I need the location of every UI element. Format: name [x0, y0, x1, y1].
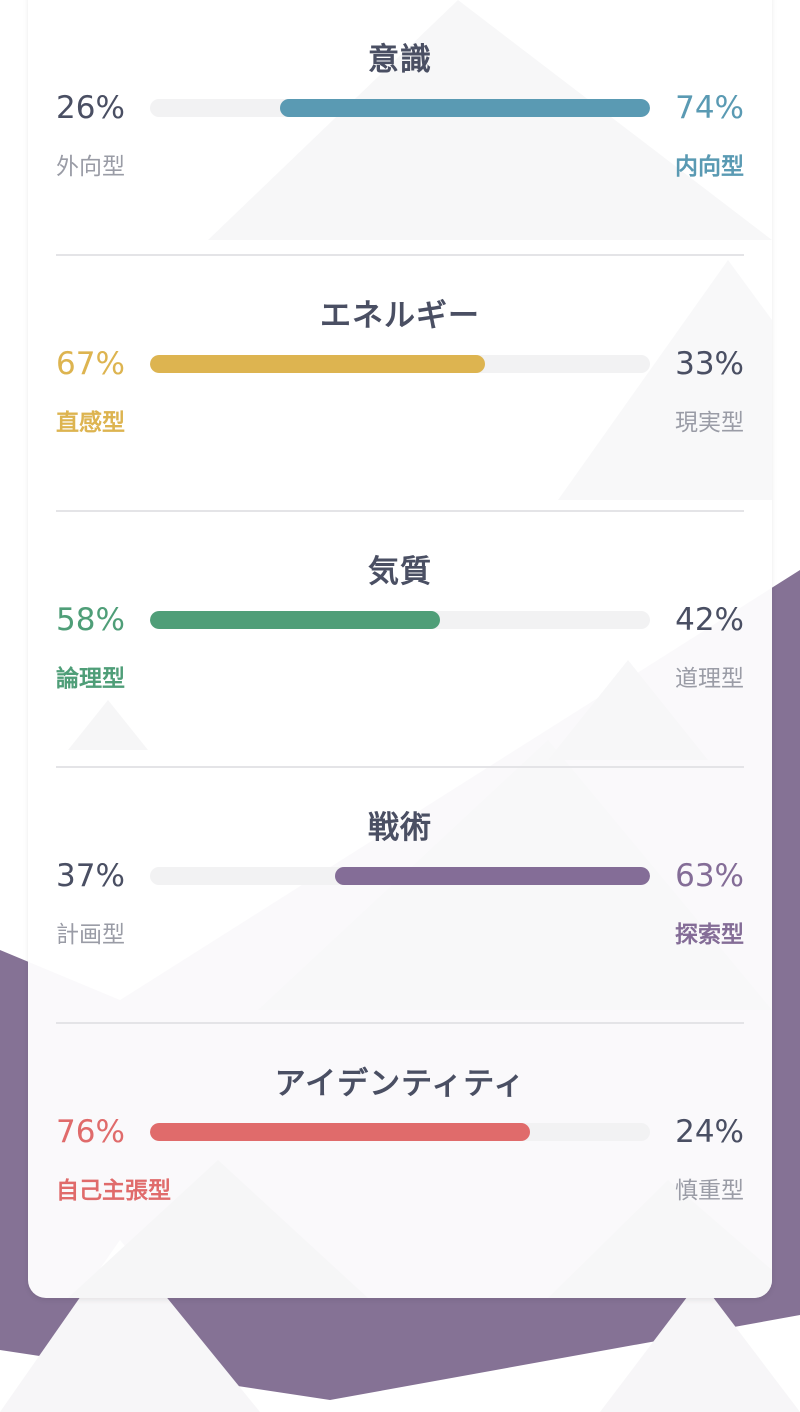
left-trait-label: 自己主張型: [56, 1178, 171, 1204]
section-title: 戦術: [368, 810, 432, 846]
trait-bar-fill: [280, 99, 650, 117]
left-percent: 58%: [56, 602, 125, 638]
right-percent: 42%: [675, 602, 744, 638]
left-trait-label: 論理型: [56, 666, 125, 692]
right-trait-label: 現実型: [675, 410, 744, 436]
right-percent: 24%: [675, 1114, 744, 1150]
section-title: 意識: [368, 42, 432, 78]
section-divider: [56, 766, 744, 768]
trait-bar-track: [150, 99, 650, 117]
section-divider: [56, 254, 744, 256]
right-trait-label: 道理型: [675, 666, 744, 692]
left-percent: 67%: [56, 346, 125, 382]
trait-bar-fill: [150, 611, 440, 629]
section-divider: [56, 510, 744, 512]
section-title: エネルギー: [320, 298, 480, 334]
left-percent: 37%: [56, 858, 125, 894]
trait-section-tactics: 戦術 37% 63% 計画型 探索型: [56, 768, 744, 1024]
trait-bar-fill: [150, 355, 485, 373]
right-percent: 63%: [675, 858, 744, 894]
right-trait-label: 探索型: [675, 922, 744, 948]
right-percent: 33%: [675, 346, 744, 382]
left-trait-label: 直感型: [56, 410, 125, 436]
trait-section-mind: 意識 26% 74% 外向型 内向型: [56, 0, 744, 256]
trait-bar-track: [150, 1123, 650, 1141]
background-faint-triangle: [600, 1280, 800, 1412]
trait-bar-track: [150, 611, 650, 629]
left-trait-label: 計画型: [56, 922, 125, 948]
results-card: 意識 26% 74% 外向型 内向型 エネルギー 67% 33% 直感型 現実型…: [28, 0, 772, 1298]
trait-bar-fill: [150, 1123, 530, 1141]
background-faint-triangle: [0, 1240, 260, 1412]
trait-bar-fill: [335, 867, 650, 885]
trait-bar-track: [150, 355, 650, 373]
section-title: アイデンティティ: [274, 1066, 526, 1102]
trait-section-energy: エネルギー 67% 33% 直感型 現実型: [56, 256, 744, 512]
trait-section-nature: 気質 58% 42% 論理型 道理型: [56, 512, 744, 768]
left-trait-label: 外向型: [56, 154, 125, 180]
right-percent: 74%: [675, 90, 744, 126]
section-title: 気質: [368, 554, 432, 590]
left-percent: 76%: [56, 1114, 125, 1150]
right-trait-label: 内向型: [675, 154, 744, 180]
left-percent: 26%: [56, 90, 125, 126]
right-trait-label: 慎重型: [675, 1178, 744, 1204]
trait-section-identity: アイデンティティ 76% 24% 自己主張型 慎重型: [56, 1024, 744, 1280]
trait-bar-track: [150, 867, 650, 885]
section-divider: [56, 1022, 744, 1024]
